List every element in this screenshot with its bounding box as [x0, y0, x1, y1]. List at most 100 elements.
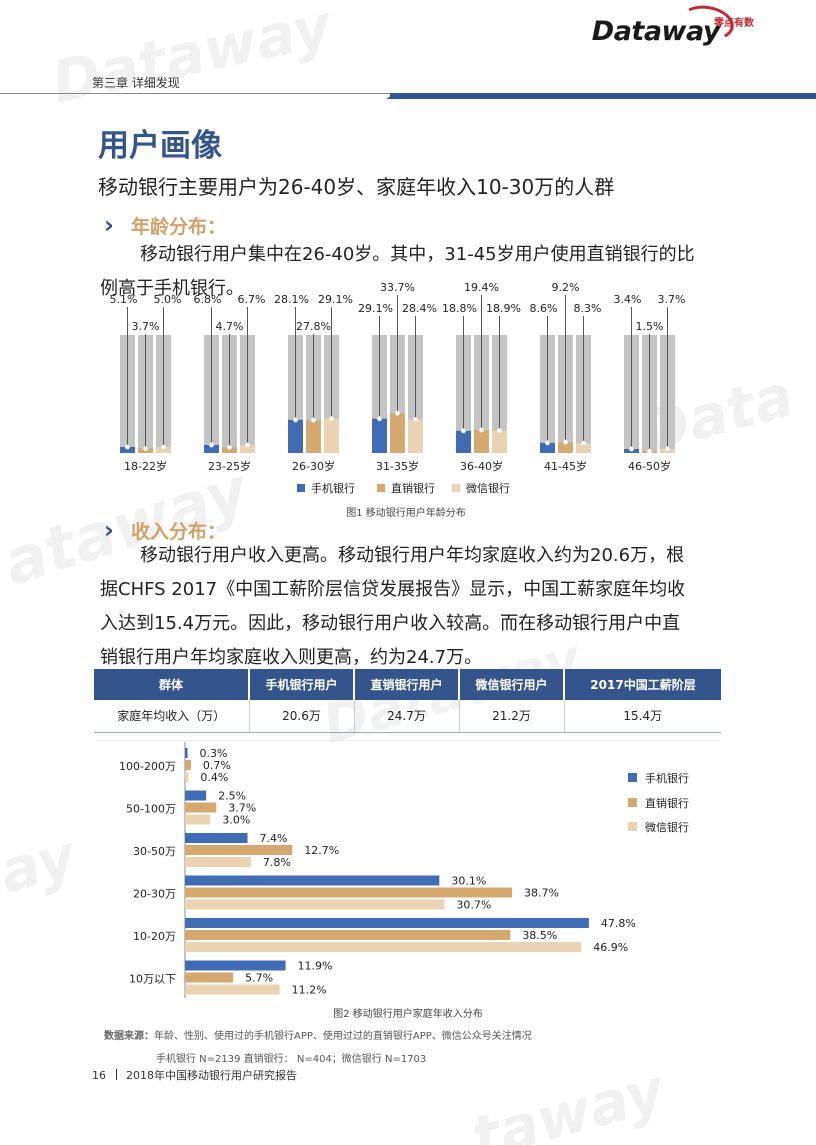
data-point: [142, 446, 149, 452]
bar: [185, 899, 445, 910]
data-point: [244, 442, 251, 448]
paragraph-line: 例高于手机银行。: [100, 278, 244, 299]
bar: [185, 857, 251, 867]
table-header-cell: 直销银行用户: [354, 669, 460, 700]
header-rule: [0, 93, 390, 94]
page-number: 16: [92, 1069, 106, 1082]
data-label: 3.7%: [132, 320, 160, 333]
data-label: 27.8%: [296, 320, 331, 333]
data-label: 0.3%: [200, 747, 228, 760]
legend-swatch: [297, 484, 305, 492]
legend-label: 直销银行: [645, 796, 689, 810]
data-label: 47.8%: [601, 917, 636, 930]
income-table: 群体 手机银行用户 直销银行用户 微信银行用户 2017中国工薪阶层 家庭年均收…: [94, 669, 721, 733]
bar: [324, 418, 339, 453]
section-age-paragraph: 移动银行用户集中在26-40岁。其中，31-45岁用户使用直销银行的比 例高于手…: [100, 238, 720, 306]
legend-label: 直销银行: [391, 481, 435, 495]
data-point: [544, 440, 551, 446]
data-label: 0.4%: [200, 771, 228, 784]
bar: [558, 442, 573, 453]
data-point: [460, 428, 467, 434]
chapter-label: 第三章 详细发现: [92, 76, 180, 90]
bar: [185, 772, 189, 782]
data-label: 3.7%: [228, 802, 256, 815]
data-label: 3.7%: [658, 293, 686, 306]
data-point: [208, 442, 215, 448]
legend-label: 微信银行: [466, 481, 510, 495]
data-label: 11.9%: [298, 960, 333, 973]
bar: [456, 430, 471, 453]
data-point: [478, 427, 485, 433]
data-label: 6.7%: [238, 293, 266, 306]
bar: [222, 447, 237, 453]
page-subtitle: 移动银行主要用户为26-40岁、家庭年收入10-30万的人群: [98, 175, 615, 199]
bar: [185, 930, 511, 940]
data-point: [562, 439, 569, 445]
data-label: 8.6%: [530, 302, 558, 315]
table-header-cell: 群体: [94, 669, 250, 700]
table-cell: 家庭年均收入（万）: [94, 700, 250, 733]
legend-swatch: [628, 822, 637, 831]
logo-subtitle: 零点有数: [714, 18, 754, 29]
page-footer: 16 2018年中国移动银行用户研究报告: [92, 1067, 297, 1083]
data-point: [292, 417, 299, 423]
data-source-label: 数据来源：: [104, 1031, 154, 1042]
chart-caption: 图1 移动银行用户年龄分布: [346, 506, 466, 519]
data-label: 3.4%: [614, 293, 642, 306]
data-label: 6.8%: [194, 293, 222, 306]
watermark: taway: [464, 1055, 672, 1145]
data-source-text: 年龄、性别、使用过的手机银行APP、使用过过的直销银行APP、微信公众号关注情况: [154, 1031, 532, 1042]
data-label: 19.4%: [464, 282, 499, 294]
bar: [474, 430, 489, 453]
chevron-right-icon: ›: [104, 516, 114, 544]
bar: [185, 845, 293, 855]
data-label: 28.1%: [274, 293, 309, 306]
bar: [390, 413, 405, 453]
data-label: 0.7%: [203, 759, 231, 772]
data-point: [310, 417, 317, 423]
legend-label: 手机银行: [311, 481, 355, 495]
table-cell: 20.6万: [249, 700, 355, 733]
data-label: 38.7%: [524, 887, 559, 900]
data-label: 29.1%: [318, 293, 353, 306]
data-label: 5.0%: [154, 293, 182, 306]
chart-caption: 图2 移动银行用户家庭年收入分布: [333, 1007, 483, 1020]
paragraph-line: 入达到15.4万元。因此，移动银行用户收入较高。而在移动银行用户中直: [100, 613, 681, 634]
data-label: 18.8%: [442, 302, 477, 315]
x-tick-label: 46-50岁: [628, 459, 671, 473]
data-label: 28.4%: [402, 302, 437, 315]
data-label: 38.5%: [522, 929, 557, 942]
table-cell: 24.7万: [354, 700, 460, 733]
data-label: 11.2%: [292, 984, 327, 997]
data-source: 数据来源：年龄、性别、使用过的手机银行APP、使用过过的直销银行APP、微信公众…: [104, 1027, 532, 1042]
bar: [185, 918, 589, 928]
footer-divider: [115, 1069, 117, 1080]
table-header-row: 群体 手机银行用户 直销银行用户 微信银行用户 2017中国工薪阶层: [94, 669, 721, 700]
legend-swatch: [377, 484, 385, 492]
y-tick-label: 10-20万: [133, 930, 176, 943]
bar: [185, 960, 286, 971]
y-tick-label: 10万以下: [129, 973, 176, 986]
data-label: 7.8%: [263, 856, 291, 869]
y-tick-label: 100-200万: [119, 760, 176, 773]
x-tick-label: 31-35岁: [376, 459, 419, 473]
bar: [185, 942, 582, 952]
bar: [576, 443, 591, 453]
section-income-paragraph: 移动银行用户收入更高。移动银行用户年均家庭收入约为20.6万，根 据CHFS 2…: [100, 539, 720, 675]
header-rule-accent: [390, 93, 816, 99]
section-income-title: 收入分布：: [130, 521, 226, 543]
data-point: [160, 444, 167, 450]
data-point: [580, 440, 587, 446]
section-income-heading: › 收入分布：: [104, 516, 226, 544]
data-point: [412, 416, 419, 423]
bar: [185, 833, 248, 843]
data-point: [394, 410, 401, 416]
bar: [185, 814, 211, 825]
bar: [240, 445, 255, 453]
data-label: 3.0%: [222, 814, 250, 827]
data-point: [124, 444, 131, 450]
y-tick-label: 30-50万: [133, 845, 176, 858]
table-header-cell: 微信银行用户: [459, 669, 565, 700]
bar: [185, 887, 513, 898]
data-point: [226, 444, 233, 451]
